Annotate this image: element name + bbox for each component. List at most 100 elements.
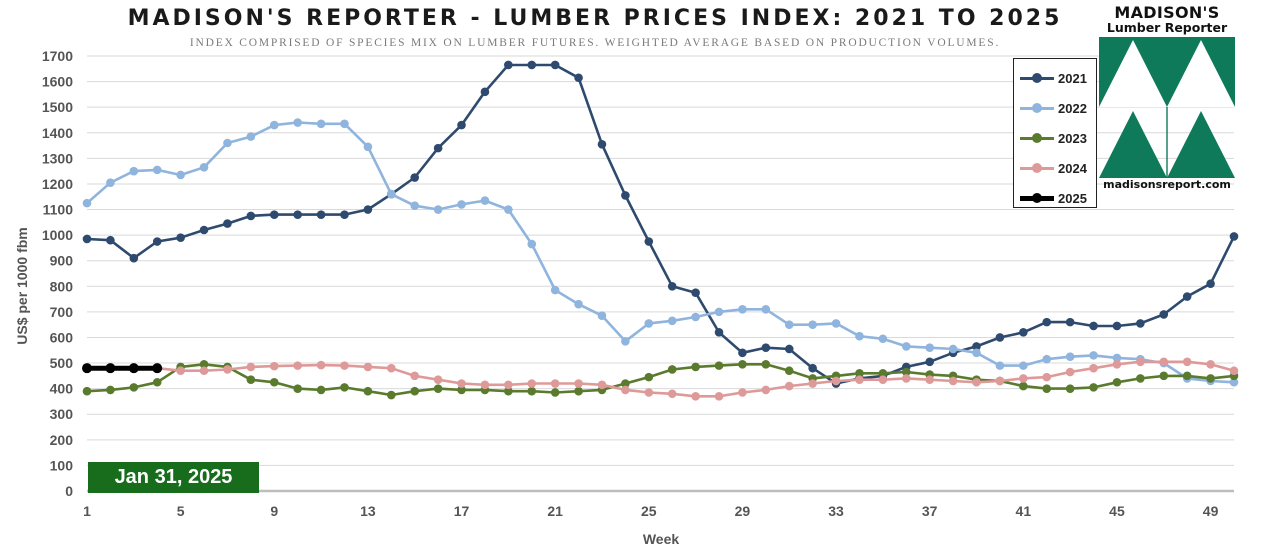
data-point bbox=[667, 365, 677, 374]
data-point bbox=[738, 305, 747, 314]
data-point bbox=[691, 288, 700, 297]
data-point bbox=[1065, 367, 1075, 377]
data-point bbox=[316, 210, 326, 219]
data-point bbox=[363, 362, 373, 372]
x-axis-label: Week bbox=[643, 531, 680, 547]
data-point bbox=[644, 237, 654, 246]
data-point bbox=[106, 385, 115, 395]
y-tick-label: 1400 bbox=[42, 125, 73, 141]
data-point bbox=[387, 390, 396, 400]
data-point bbox=[878, 375, 888, 384]
series-2022 bbox=[82, 118, 1239, 387]
data-point bbox=[105, 363, 116, 374]
data-point bbox=[878, 334, 888, 344]
data-point bbox=[1182, 292, 1192, 301]
data-point bbox=[691, 392, 700, 401]
data-point bbox=[293, 361, 302, 370]
data-point bbox=[597, 380, 607, 390]
series-2021 bbox=[82, 60, 1239, 388]
data-point bbox=[621, 385, 630, 395]
data-point bbox=[363, 386, 373, 396]
data-point bbox=[316, 360, 326, 370]
data-point bbox=[972, 342, 981, 351]
data-point bbox=[1019, 328, 1028, 337]
data-point bbox=[1089, 363, 1098, 373]
data-point bbox=[714, 328, 724, 337]
data-point bbox=[855, 368, 864, 378]
data-point bbox=[878, 368, 888, 378]
x-tick-label: 1 bbox=[83, 503, 91, 519]
data-point bbox=[784, 320, 794, 329]
data-point bbox=[527, 60, 537, 70]
data-point bbox=[1065, 384, 1075, 393]
data-point bbox=[831, 319, 841, 328]
madisons-logo: MADISON'S Lumber Reporter madisonsreport… bbox=[1098, 4, 1236, 192]
data-point bbox=[1112, 360, 1122, 369]
data-point bbox=[293, 118, 302, 127]
data-point bbox=[901, 342, 911, 351]
data-point bbox=[410, 386, 420, 396]
data-point bbox=[995, 361, 1005, 370]
x-tick-label: 45 bbox=[1109, 503, 1125, 519]
data-point bbox=[176, 366, 185, 376]
data-point bbox=[995, 333, 1005, 342]
data-point bbox=[82, 363, 92, 374]
data-point bbox=[901, 374, 911, 383]
data-point bbox=[808, 320, 817, 329]
y-tick-label: 1600 bbox=[42, 74, 73, 90]
data-point bbox=[738, 348, 747, 358]
legend-label: 2025 bbox=[1058, 190, 1087, 206]
data-point bbox=[293, 384, 302, 393]
y-tick-label: 1200 bbox=[42, 176, 73, 192]
data-point bbox=[761, 360, 771, 369]
data-point bbox=[82, 234, 92, 244]
data-point bbox=[433, 375, 443, 384]
data-point bbox=[925, 357, 934, 367]
data-point bbox=[152, 377, 162, 387]
data-point bbox=[316, 119, 326, 129]
x-tick-label: 9 bbox=[270, 503, 278, 519]
data-point bbox=[129, 253, 139, 263]
data-point bbox=[550, 60, 560, 70]
data-point bbox=[644, 388, 654, 397]
date-badge: Jan 31, 2025 bbox=[88, 462, 259, 493]
data-point bbox=[761, 343, 771, 353]
data-point bbox=[176, 233, 185, 242]
data-point bbox=[129, 166, 139, 176]
data-point bbox=[223, 138, 232, 148]
data-point bbox=[691, 312, 700, 322]
data-point bbox=[1042, 354, 1052, 364]
data-point bbox=[246, 211, 256, 221]
legend-item-2022: 2022 bbox=[1020, 93, 1096, 123]
data-point bbox=[410, 173, 420, 182]
data-point bbox=[504, 60, 513, 70]
data-point bbox=[738, 360, 747, 369]
y-tick-label: 400 bbox=[50, 381, 74, 397]
data-point bbox=[621, 379, 630, 388]
data-point bbox=[410, 371, 420, 381]
data-point bbox=[784, 344, 794, 354]
data-point bbox=[948, 376, 958, 386]
data-point bbox=[667, 316, 677, 326]
data-point bbox=[831, 376, 841, 386]
data-point bbox=[480, 87, 490, 97]
data-point bbox=[152, 165, 162, 175]
series-2024 bbox=[82, 357, 1239, 401]
data-point bbox=[574, 299, 583, 309]
logo-trees-icon bbox=[1099, 37, 1235, 178]
data-point bbox=[1159, 357, 1169, 367]
data-point bbox=[152, 363, 163, 374]
series-line-2023 bbox=[86, 362, 1235, 397]
x-tick-label: 5 bbox=[177, 503, 185, 519]
data-point bbox=[82, 386, 92, 396]
data-point bbox=[410, 201, 420, 210]
data-point bbox=[972, 377, 981, 387]
y-tick-label: 100 bbox=[50, 457, 74, 473]
data-point bbox=[714, 307, 724, 317]
data-point bbox=[457, 120, 466, 130]
x-tick-label: 17 bbox=[454, 503, 470, 519]
data-point bbox=[433, 384, 443, 393]
x-tick-label: 37 bbox=[922, 503, 938, 519]
data-point bbox=[340, 210, 349, 219]
data-point bbox=[387, 363, 396, 373]
